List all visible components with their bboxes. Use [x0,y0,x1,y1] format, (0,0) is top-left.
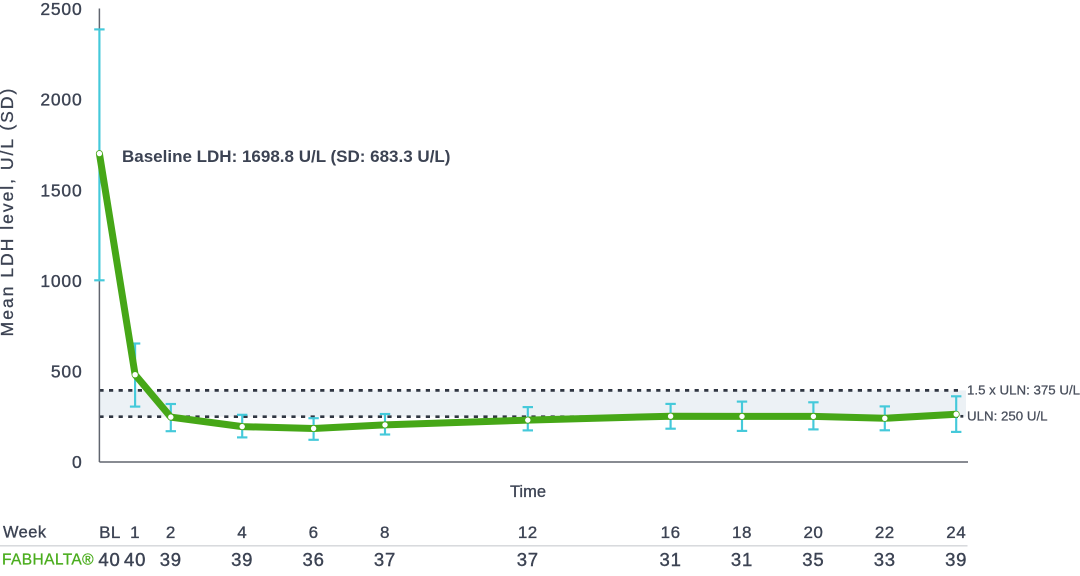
svg-text:31: 31 [660,549,682,570]
svg-text:39: 39 [160,549,182,570]
svg-text:40: 40 [124,549,146,570]
svg-text:35: 35 [802,549,824,570]
svg-text:1000: 1000 [40,271,82,291]
svg-text:Week: Week [3,524,47,542]
svg-text:500: 500 [51,362,83,382]
svg-text:2: 2 [166,523,176,542]
svg-text:37: 37 [374,549,396,570]
svg-text:16: 16 [661,523,681,542]
svg-text:Mean LDH level, U/L (SD): Mean LDH level, U/L (SD) [0,87,17,337]
svg-text:24: 24 [946,523,966,542]
svg-text:2500: 2500 [40,0,82,19]
svg-text:1500: 1500 [40,180,82,200]
svg-text:0: 0 [72,452,83,472]
svg-text:40: 40 [98,549,120,570]
svg-text:39: 39 [945,549,967,570]
svg-text:39: 39 [231,549,253,570]
svg-text:4: 4 [237,523,247,542]
svg-text:2000: 2000 [40,90,82,110]
svg-text:18: 18 [732,523,752,542]
svg-text:1: 1 [130,523,140,542]
svg-text:BL: BL [99,523,121,542]
svg-text:FABHALTA®: FABHALTA® [2,552,94,569]
svg-text:20: 20 [803,523,823,542]
svg-text:6: 6 [309,523,319,542]
svg-text:ULN: 250 U/L: ULN: 250 U/L [967,408,1048,423]
svg-text:12: 12 [518,523,538,542]
svg-text:8: 8 [380,523,390,542]
svg-text:33: 33 [874,549,896,570]
svg-text:37: 37 [517,549,539,570]
svg-text:1.5 x ULN: 375 U/L: 1.5 x ULN: 375 U/L [967,383,1080,398]
svg-text:22: 22 [875,523,895,542]
svg-text:Baseline LDH: 1698.8 U/L (SD:: Baseline LDH: 1698.8 U/L (SD: 683.3 U/L) [122,147,450,166]
svg-text:Time: Time [510,483,546,501]
svg-text:36: 36 [303,549,325,570]
svg-text:31: 31 [731,549,753,570]
